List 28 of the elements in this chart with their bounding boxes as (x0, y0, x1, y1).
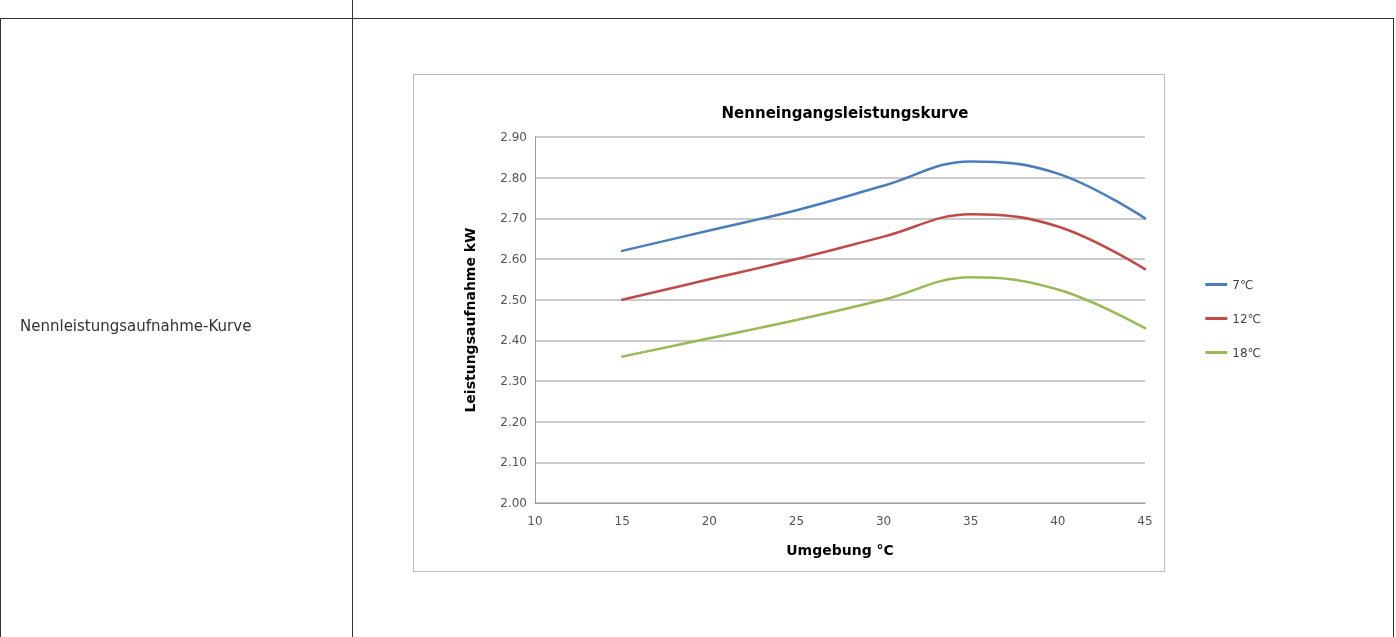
y-tick-label: 2.40 (500, 333, 527, 348)
y-tick-label: 2.10 (500, 455, 527, 470)
x-tick-label: 40 (1050, 514, 1066, 528)
line-series (620, 213, 1147, 301)
x-tick-label: 10 (527, 514, 543, 528)
legend-label: 12℃ (1232, 311, 1261, 326)
legend-label: 7℃ (1232, 277, 1254, 292)
x-tick-label: 35 (963, 514, 979, 528)
y-tick-label: 2.50 (500, 292, 527, 307)
x-tick-label: 20 (701, 514, 717, 528)
x-tick-label: 45 (1137, 514, 1153, 528)
line-series (620, 276, 1147, 358)
y-tick-label: 2.70 (500, 211, 527, 226)
y-tick-label: 2.00 (500, 496, 527, 510)
x-axis-title: Umgebung °C (786, 542, 894, 558)
chart-title: Nenneingangsleistungskurve (721, 103, 969, 122)
legend-label: 18℃ (1232, 345, 1261, 360)
line-series (620, 160, 1147, 253)
y-tick-label: 2.90 (500, 130, 527, 144)
y-tick-label: 2.80 (500, 170, 527, 185)
x-tick-label: 15 (614, 514, 630, 528)
x-tick-label: 30 (875, 514, 892, 528)
y-tick-label: 2.20 (500, 414, 527, 429)
y-tick-label: 2.60 (500, 252, 527, 266)
y-tick-label: 2.30 (500, 374, 527, 388)
text: Nennleistungsaufnahme-Kurve (20, 316, 252, 335)
y-axis-title: Leistungsaufnahme kW (462, 227, 478, 413)
x-tick-label: 25 (788, 514, 805, 528)
